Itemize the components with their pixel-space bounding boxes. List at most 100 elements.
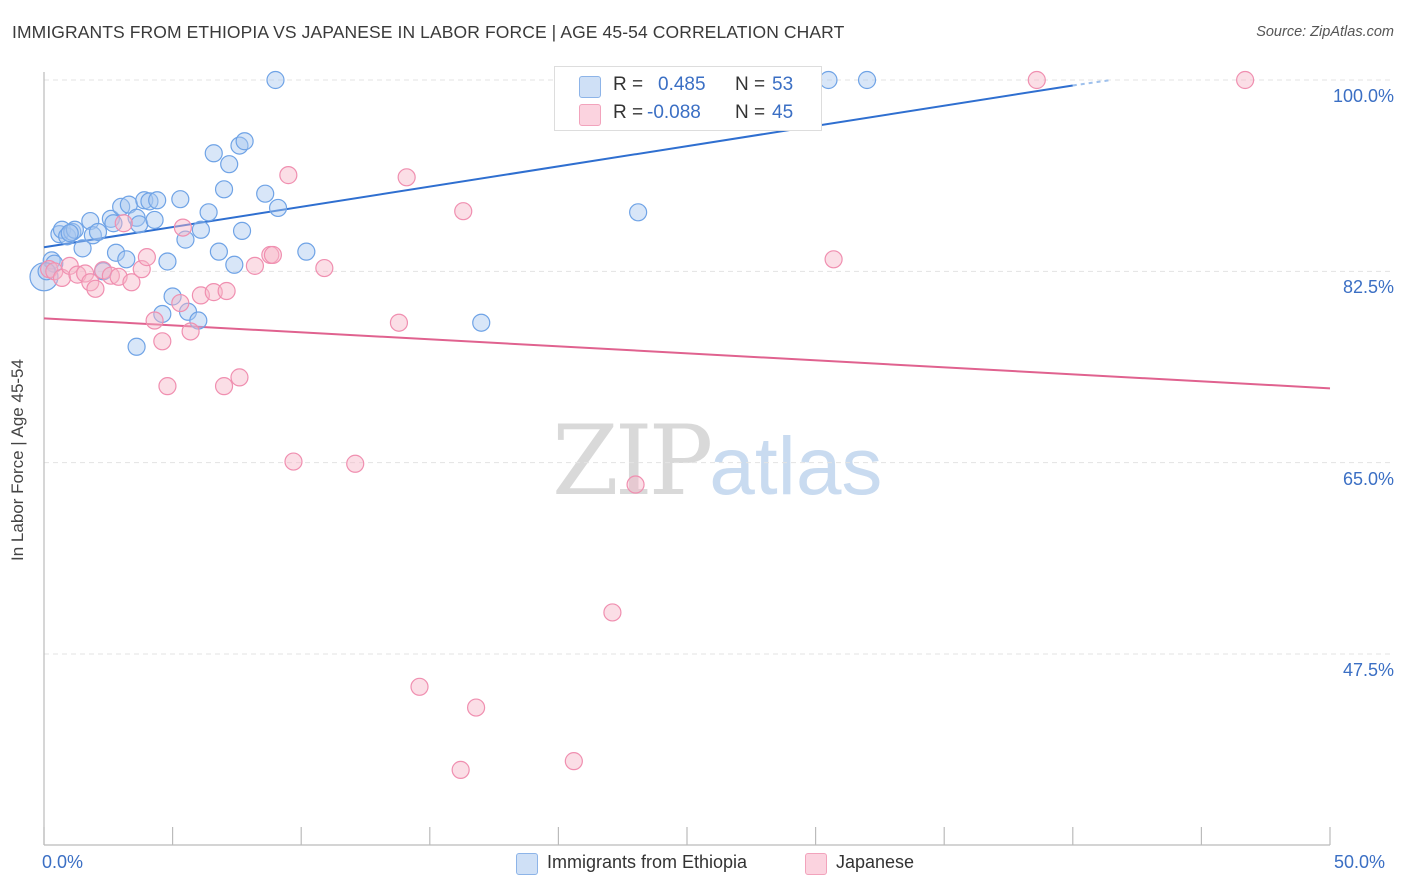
point-japanese — [217, 281, 236, 301]
point-japanese — [158, 377, 177, 396]
point-japanese — [346, 454, 365, 473]
r-value: 0.485 — [658, 74, 706, 95]
trend-line-extension — [1072, 79, 1112, 87]
point-ethiopia — [204, 144, 223, 163]
trend-line-0 — [43, 84, 1073, 249]
point-ethiopia — [191, 220, 210, 239]
point-ethiopia — [266, 70, 285, 90]
y-tick-label: 82.5% — [1342, 277, 1394, 298]
point-japanese — [564, 752, 583, 771]
point-japanese — [263, 245, 283, 265]
r-label: R = — [613, 74, 644, 95]
legend-label-ethiopia: Immigrants from Ethiopia — [547, 852, 748, 872]
point-japanese — [451, 760, 470, 779]
point-ethiopia — [214, 180, 234, 199]
ethiopia-swatch — [579, 76, 601, 98]
gridlines — [44, 79, 1394, 655]
watermark: ZIPatlas — [552, 405, 882, 517]
watermark-zip: ZIP — [552, 405, 713, 517]
point-japanese — [76, 264, 95, 283]
point-japanese — [204, 283, 223, 302]
source-credit: Source: ZipAtlas.com — [1256, 24, 1394, 40]
n-value: 53 — [772, 74, 794, 95]
legend-label-japanese: Japanese — [836, 852, 915, 872]
ethiopia-swatch — [516, 853, 538, 875]
point-ethiopia — [235, 132, 254, 151]
point-ethiopia — [148, 191, 167, 210]
point-japanese — [171, 293, 190, 313]
point-ethiopia — [127, 337, 146, 356]
point-japanese — [603, 603, 622, 622]
trend-lines — [43, 79, 1331, 390]
point-ethiopia — [472, 313, 491, 332]
point-japanese — [114, 214, 133, 233]
point-ethiopia — [88, 222, 108, 242]
point-japanese — [389, 313, 409, 332]
japanese-swatch — [805, 853, 827, 875]
point-japanese — [315, 258, 334, 278]
point-japanese — [132, 260, 151, 279]
point-japanese — [86, 279, 105, 298]
point-ethiopia — [83, 226, 102, 245]
point-ethiopia — [117, 250, 136, 269]
x-tick-min: 0.0% — [42, 852, 84, 872]
stats-row-japanese: R = -0.088 N = 45 — [555, 100, 821, 128]
point-ethiopia — [140, 192, 159, 211]
y-tick-label: 65.0% — [1342, 468, 1394, 489]
point-japanese — [153, 332, 172, 351]
chart-title: IMMIGRANTS FROM ETHIOPIA VS JAPANESE IN … — [12, 22, 845, 42]
point-ethiopia — [629, 203, 648, 222]
point-ethiopia — [209, 242, 228, 261]
japanese-swatch — [579, 104, 601, 126]
point-ethiopia — [232, 221, 252, 240]
point-japanese — [245, 256, 265, 275]
point-japanese — [145, 311, 164, 330]
point-japanese — [454, 202, 473, 221]
point-ethiopia — [45, 254, 64, 273]
point-ethiopia — [857, 70, 877, 90]
y-tick-label: 100.0% — [1332, 86, 1394, 106]
point-ethiopia — [225, 255, 244, 274]
point-ethiopia — [199, 203, 218, 222]
point-japanese — [284, 452, 303, 471]
point-ethiopia — [104, 214, 123, 233]
r-value: -0.088 — [647, 102, 701, 123]
y-axis-label: In Labor Force | Age 45-54 — [8, 359, 27, 561]
point-japanese — [1236, 70, 1255, 90]
point-ethiopia — [220, 155, 239, 174]
data-points — [29, 70, 1255, 779]
point-ethiopia — [65, 220, 84, 239]
watermark-atlas: atlas — [709, 421, 883, 512]
point-japanese — [173, 218, 192, 237]
point-japanese — [466, 698, 486, 717]
point-ethiopia — [106, 243, 126, 262]
point-ethiopia — [819, 70, 838, 90]
point-japanese — [122, 273, 141, 292]
y-axis-label-wrap: In Labor Force | Age 45-54 — [8, 359, 38, 561]
point-ethiopia — [158, 252, 177, 271]
point-japanese — [137, 248, 156, 267]
trend-line-1 — [43, 317, 1331, 390]
n-value: 45 — [772, 102, 794, 123]
point-ethiopia — [171, 190, 190, 209]
n-label: N = — [735, 74, 766, 95]
y-tick-label: 47.5% — [1342, 660, 1394, 680]
point-japanese — [181, 322, 200, 341]
point-ethiopia — [73, 239, 92, 258]
point-japanese — [230, 368, 249, 387]
point-ethiopia — [60, 223, 79, 243]
point-ethiopia — [130, 215, 149, 234]
point-japanese — [397, 168, 416, 187]
axes — [43, 72, 1331, 846]
point-ethiopia — [145, 210, 164, 230]
point-japanese — [101, 266, 120, 285]
r-label: R = — [613, 102, 644, 123]
n-label: N = — [735, 102, 766, 123]
stats-row-ethiopia: R = 0.485 N = 53 — [555, 72, 821, 100]
point-ethiopia — [256, 184, 275, 203]
point-japanese — [410, 677, 429, 696]
point-ethiopia — [268, 198, 288, 218]
point-japanese — [824, 250, 843, 269]
stats-legend: R = 0.485 N = 53 R = -0.088 N = 45 — [554, 66, 822, 131]
